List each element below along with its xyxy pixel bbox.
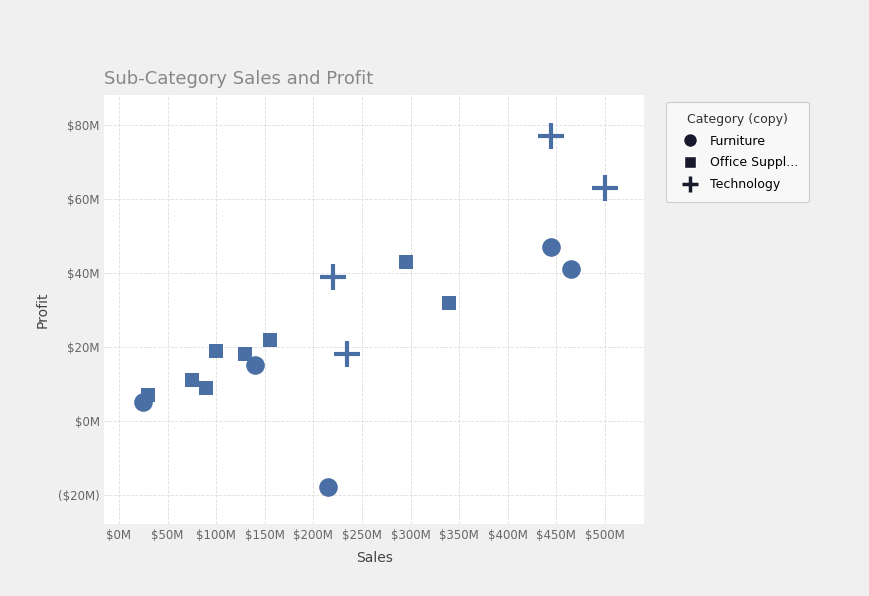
X-axis label: Sales: Sales <box>355 551 392 564</box>
Point <box>442 298 456 308</box>
Point <box>398 257 412 266</box>
Point <box>136 398 150 407</box>
Point <box>262 335 276 344</box>
Y-axis label: Profit: Profit <box>36 291 50 328</box>
Point <box>321 483 335 492</box>
Point <box>238 349 252 359</box>
Point <box>141 390 155 400</box>
Point <box>544 242 558 252</box>
Point <box>563 265 577 274</box>
Point <box>185 375 199 385</box>
Point <box>544 131 558 141</box>
Legend: Furniture, Office Suppl..., Technology: Furniture, Office Suppl..., Technology <box>666 101 808 203</box>
Point <box>199 383 213 392</box>
Point <box>326 272 340 281</box>
Point <box>209 346 222 355</box>
Point <box>597 183 611 193</box>
Text: Sub-Category Sales and Profit: Sub-Category Sales and Profit <box>104 70 373 88</box>
Point <box>248 361 262 370</box>
Point <box>340 349 354 359</box>
